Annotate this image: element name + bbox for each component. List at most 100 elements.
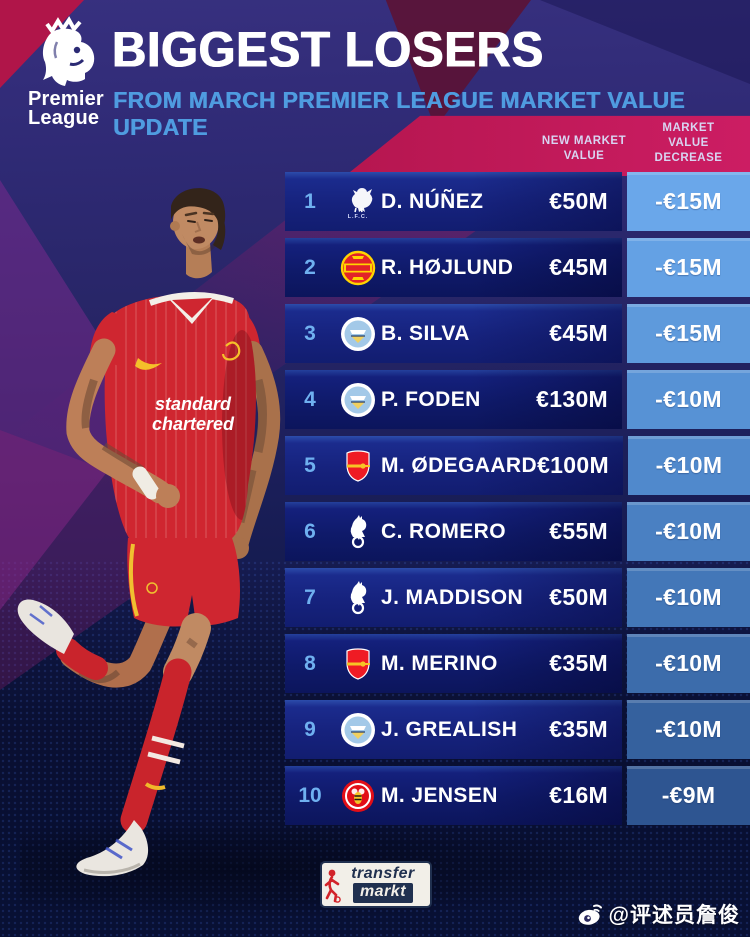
page-subtitle: FROM MARCH PREMIER LEAGUE MARKET VALUE U… [113, 87, 685, 140]
value-decrease: -€10M [655, 584, 722, 610]
row-decrease-cell: -€10M [627, 568, 750, 627]
player-name: M. JENSEN [381, 783, 498, 807]
table-row: 10 M. JENSEN €16M -€9M [285, 766, 750, 825]
market-value: €45M [549, 320, 608, 346]
value-decrease: -€10M [655, 452, 723, 478]
value-decrease: -€10M [655, 386, 722, 412]
tottenham-badge-icon [335, 513, 381, 551]
svg-text:L.F.C.: L.F.C. [348, 214, 369, 220]
player-name: J. GREALISH [381, 717, 518, 741]
arsenal-badge-icon [335, 645, 381, 683]
rank-label: 6 [304, 519, 316, 543]
table-row: 8 M. MERINO €35M -€10M [285, 634, 750, 693]
table-row: 9 J. GREALISH €35M -€10M [285, 700, 750, 759]
header-crimson-band [345, 115, 750, 176]
value-decrease: -€15M [655, 188, 722, 214]
rank-label: 4 [304, 387, 316, 411]
row-main-cell: 6 C. ROMERO €55M [285, 502, 622, 561]
table-row: 3 B. SILVA €45M -€15M [285, 304, 750, 363]
player-name: C. ROMERO [381, 519, 506, 543]
arsenal-badge-icon [335, 447, 381, 485]
table-row: 6 C. ROMERO €55M -€10M [285, 502, 750, 561]
row-main-cell: 9 J. GREALISH €35M [285, 700, 622, 759]
market-value: €50M [549, 584, 608, 610]
row-main-cell: 7 J. MADDISON €50M [285, 568, 622, 627]
market-value: €45M [549, 254, 608, 280]
page-title: BIGGEST LOSERS [112, 21, 544, 78]
column-header-market-value-decrease: MARKET VALUE DECREASE [654, 122, 723, 164]
rank-label: 2 [304, 255, 316, 279]
row-decrease-cell: -€15M [627, 304, 750, 363]
table-row: 1 L.F.C. D. NÚÑEZ €50M -€15M [285, 172, 750, 231]
column-header-new-market-value: NEW MARKET VALUE [541, 135, 627, 162]
watermark: @评述员詹俊 [577, 899, 740, 929]
player-name: M. ØDEGAARD [381, 453, 538, 477]
man-city-badge-icon [335, 381, 381, 419]
market-value: €35M [549, 716, 608, 742]
player-name: P. FODEN [381, 387, 481, 411]
market-value: €130M [536, 386, 608, 412]
ranking-table: 1 L.F.C. D. NÚÑEZ €50M -€15M 2 [285, 172, 750, 832]
row-main-cell: 4 P. FODEN €130M [285, 370, 622, 429]
premier-league-wordmark-line2: League [28, 107, 100, 129]
table-row: 7 J. MADDISON €50M -€10M [285, 568, 750, 627]
market-value: €16M [549, 782, 608, 808]
value-decrease: -€9M [661, 782, 716, 808]
row-decrease-cell: -€10M [627, 502, 750, 561]
rank-label: 1 [304, 189, 316, 213]
rank-label: 5 [304, 453, 316, 477]
market-value: €50M [549, 188, 608, 214]
table-row: 4 P. FODEN €130M -€10M [285, 370, 750, 429]
market-value: €55M [549, 518, 608, 544]
row-main-cell: 2 R. HØJLUND €45M [285, 238, 622, 297]
value-decrease: -€15M [655, 320, 722, 346]
value-decrease: -€10M [655, 650, 722, 676]
brentford-badge-icon [335, 777, 381, 815]
value-decrease: -€15M [655, 254, 722, 280]
premier-league-logo: Premier League [18, 12, 114, 128]
row-main-cell: 8 M. MERINO €35M [285, 634, 622, 693]
transfermarkt-wordmark-top: transfer [351, 865, 415, 883]
transfermarkt-wordmark-bottom: markt [352, 883, 414, 903]
row-decrease-cell: -€9M [627, 766, 750, 825]
rank-label: 7 [304, 585, 316, 609]
watermark-text: @评述员詹俊 [608, 904, 740, 927]
table-row: 5 M. ØDEGAARD €100M -€10M [285, 436, 750, 495]
premier-league-wordmark-line1: Premier [28, 88, 104, 110]
market-value: €35M [549, 650, 608, 676]
player-name: J. MADDISON [381, 585, 524, 609]
row-main-cell: 3 B. SILVA €45M [285, 304, 622, 363]
row-decrease-cell: -€15M [627, 172, 750, 231]
man-city-badge-icon [335, 315, 381, 353]
man-united-badge-icon [335, 249, 381, 287]
player-name: M. MERINO [381, 651, 498, 675]
bg-triangle [540, 0, 750, 84]
row-main-cell: 1 L.F.C. D. NÚÑEZ €50M [285, 172, 622, 231]
player-name: R. HØJLUND [381, 255, 514, 279]
rank-label: 10 [298, 783, 322, 807]
row-main-cell: 5 M. ØDEGAARD €100M [285, 436, 623, 495]
row-decrease-cell: -€10M [627, 370, 750, 429]
table-row: 2 R. HØJLUND €45M -€15M [285, 238, 750, 297]
man-city-badge-icon [335, 711, 381, 749]
weibo-icon [578, 904, 602, 925]
row-decrease-cell: -€15M [627, 238, 750, 297]
value-decrease: -€10M [655, 518, 722, 544]
market-value: €100M [537, 452, 609, 478]
value-decrease: -€10M [655, 716, 722, 742]
transfermarkt-logo: transfer markt [320, 861, 432, 908]
player-name: D. NÚÑEZ [381, 189, 484, 213]
player-photo-nunez: standard chartered [17, 188, 281, 877]
svg-text:chartered: chartered [152, 414, 235, 434]
rank-label: 9 [304, 717, 316, 741]
row-main-cell: 10 M. JENSEN €16M [285, 766, 622, 825]
row-decrease-cell: -€10M [627, 700, 750, 759]
tottenham-badge-icon [335, 579, 381, 617]
premier-league-lion-icon [42, 16, 95, 86]
rank-label: 3 [304, 321, 316, 345]
row-decrease-cell: -€10M [627, 634, 750, 693]
rank-label: 8 [304, 651, 316, 675]
player-name: B. SILVA [381, 321, 470, 345]
liverpool-badge-icon: L.F.C. [335, 183, 381, 221]
